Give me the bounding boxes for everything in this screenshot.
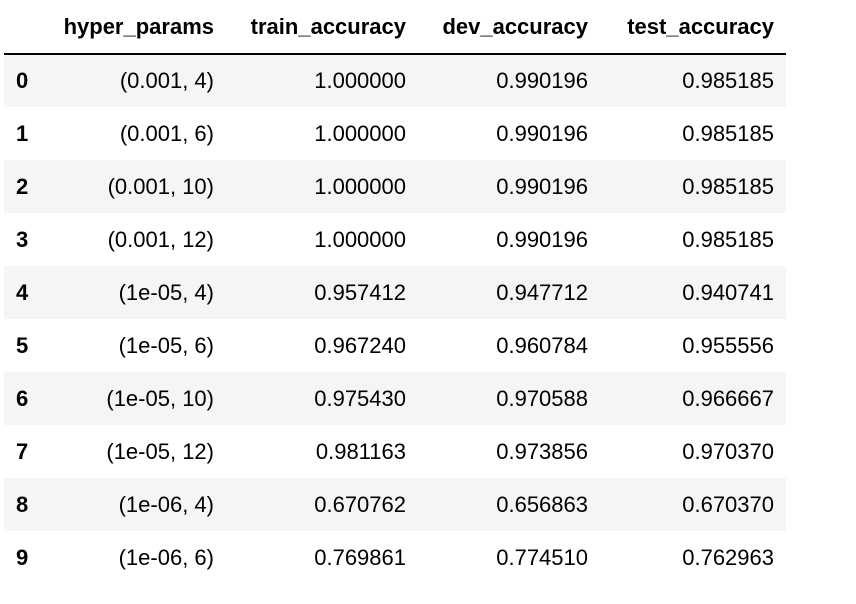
row-index: 3: [16, 226, 29, 252]
train-accuracy-cell: 1.000000: [314, 68, 406, 93]
hyper-params-cell: (1e-05, 6): [118, 332, 214, 358]
row-index: 0: [16, 68, 29, 93]
column-header-train-accuracy: train_accuracy: [226, 0, 418, 55]
table-row: 1 (0.001, 6) 1.000000 0.990196 0.985185: [4, 107, 786, 160]
train-accuracy-cell: 0.769861: [314, 544, 406, 570]
table-row: 5 (1e-05, 6) 0.967240 0.960784 0.955556: [4, 319, 786, 372]
dev-accuracy-cell: 0.656863: [496, 491, 588, 517]
column-header-test-accuracy: test_accuracy: [600, 0, 786, 55]
hyper-params-cell: (1e-05, 4): [118, 279, 214, 305]
hyper-params-cell: (0.001, 6): [119, 120, 214, 146]
table-body: 0 (0.001, 4) 1.000000 0.990196 0.985185 1 (0.0…: [4, 54, 786, 584]
dev-accuracy-cell: 0.960784: [496, 332, 588, 358]
train-accuracy-cell: 0.967240: [314, 332, 406, 358]
hyper-params-cell: (0.001, 4): [119, 68, 214, 93]
row-index: 7: [16, 438, 29, 464]
index-column-header: [4, 0, 52, 55]
row-index: 6: [16, 385, 29, 411]
dev-accuracy-cell: 0.774510: [496, 544, 588, 570]
hyper-params-cell: (0.001, 12): [107, 226, 214, 252]
dev-accuracy-cell: 0.947712: [496, 279, 588, 305]
table-row: 4 (1e-05, 4) 0.957412 0.947712 0.940741: [4, 266, 786, 319]
hyper-params-cell: (1e-06, 6): [118, 544, 214, 570]
train-accuracy-cell: 0.957412: [314, 279, 406, 305]
test-accuracy-cell: 0.955556: [682, 332, 774, 358]
train-accuracy-cell: 0.670762: [314, 491, 406, 517]
test-accuracy-cell: 0.985185: [682, 226, 774, 252]
hyper-params-cell: (1e-05, 10): [106, 385, 214, 411]
hyper-params-cell: (1e-05, 12): [106, 438, 214, 464]
row-index: 9: [16, 544, 29, 570]
column-header-hyper-params: hyper_params: [52, 0, 226, 55]
table-row: 7 (1e-05, 12) 0.981163 0.973856 0.970370: [4, 425, 786, 478]
test-accuracy-cell: 0.985185: [682, 120, 774, 146]
table-header: hyper_params train_accuracy dev_accuracy…: [4, 0, 786, 55]
hyper-params-cell: (0.001, 10): [107, 173, 214, 199]
table-row: 3 (0.001, 12) 1.000000 0.990196 0.985185: [4, 213, 786, 266]
column-header-dev-accuracy: dev_accuracy: [418, 0, 600, 55]
row-index: 5: [16, 332, 29, 358]
train-accuracy-cell: 1.000000: [314, 226, 406, 252]
hyper-params-cell: (1e-06, 4): [118, 491, 214, 517]
dev-accuracy-cell: 0.990196: [496, 226, 588, 252]
test-accuracy-cell: 0.762963: [682, 544, 774, 570]
table-row: 6 (1e-05, 10) 0.975430 0.970588 0.966667: [4, 372, 786, 425]
train-accuracy-cell: 0.981163: [315, 438, 406, 464]
test-accuracy-cell: 0.940741: [682, 279, 774, 305]
row-index: 4: [16, 279, 29, 305]
row-index: 8: [16, 491, 29, 517]
dev-accuracy-cell: 0.990196: [496, 173, 588, 199]
row-index: 1: [16, 120, 29, 146]
dev-accuracy-cell: 0.990196: [496, 68, 588, 93]
table-row: 2 (0.001, 10) 1.000000 0.990196 0.985185: [4, 160, 786, 213]
header-row: hyper_params train_accuracy dev_accuracy…: [4, 0, 786, 55]
dev-accuracy-cell: 0.990196: [496, 120, 588, 146]
test-accuracy-cell: 0.985185: [682, 68, 774, 93]
table-row: 9 (1e-06, 6) 0.769861 0.774510 0.762963: [4, 531, 786, 584]
test-accuracy-cell: 0.985185: [682, 173, 774, 199]
table-row: 8 (1e-06, 4) 0.670762 0.656863 0.670370: [4, 478, 786, 531]
test-accuracy-cell: 0.966667: [682, 385, 774, 411]
train-accuracy-cell: 1.000000: [314, 173, 406, 199]
table-row: 0 (0.001, 4) 1.000000 0.990196 0.985185: [4, 54, 786, 107]
dev-accuracy-cell: 0.973856: [496, 438, 588, 464]
test-accuracy-cell: 0.670370: [682, 491, 774, 517]
train-accuracy-cell: 0.975430: [314, 385, 406, 411]
dataframe-output: hyper_params train_accuracy dev_accuracy…: [4, 0, 786, 584]
test-accuracy-cell: 0.970370: [682, 438, 774, 464]
row-index: 2: [16, 173, 29, 199]
dev-accuracy-cell: 0.970588: [496, 385, 588, 411]
train-accuracy-cell: 1.000000: [314, 120, 406, 146]
dataframe-table: hyper_params train_accuracy dev_accuracy…: [4, 0, 786, 584]
